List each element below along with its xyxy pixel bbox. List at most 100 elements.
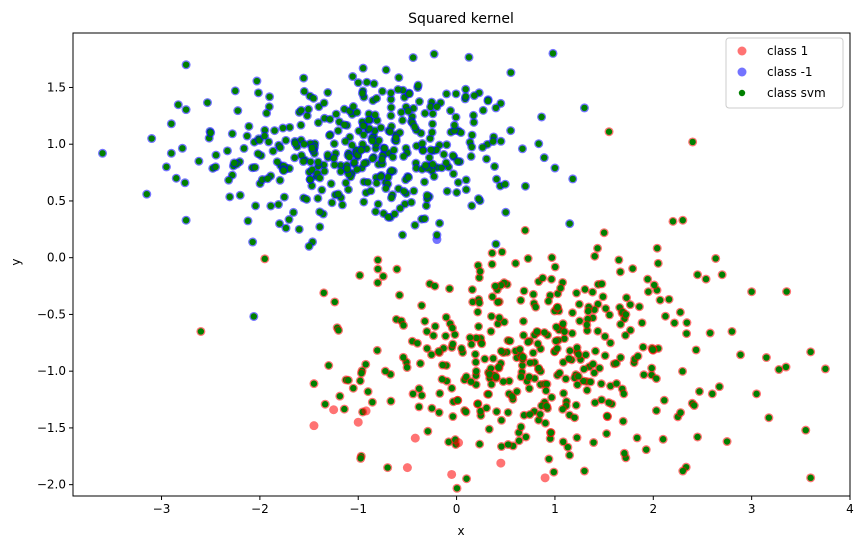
- point-class-1: [402, 463, 412, 473]
- x-tick-label: −3: [153, 502, 171, 516]
- point-class-svm: [712, 255, 719, 262]
- y-tick-label: −1.0: [37, 364, 66, 378]
- point-class-svm: [572, 402, 580, 409]
- point-class-svm: [492, 373, 500, 380]
- point-class-svm: [615, 256, 623, 264]
- point-class-svm: [358, 370, 365, 377]
- point-class-svm: [519, 353, 527, 361]
- point-class-svm: [495, 364, 502, 371]
- point-class-svm: [179, 145, 186, 152]
- point-class-svm: [374, 279, 381, 286]
- point-class-svm: [476, 274, 483, 281]
- point-class-svm: [308, 144, 316, 152]
- point-class-svm: [463, 186, 470, 193]
- point-class-svm: [636, 303, 643, 310]
- point-class-svm: [645, 288, 652, 295]
- point-class-svm: [341, 121, 348, 129]
- point-class-svm: [520, 287, 528, 295]
- point-class-svm: [484, 97, 492, 105]
- point-class-svm: [596, 364, 603, 372]
- point-class-svm: [346, 153, 353, 161]
- point-class-svm: [822, 365, 829, 373]
- point-class-svm: [337, 162, 344, 169]
- point-class-svm: [249, 238, 256, 246]
- point-class-svm: [662, 313, 669, 320]
- point-class-svm: [542, 419, 549, 427]
- point-class-svm: [515, 437, 523, 444]
- point-class-svm: [582, 351, 590, 358]
- point-class-svm: [507, 69, 515, 76]
- point-class-svm: [583, 387, 591, 394]
- point-class-svm: [602, 305, 609, 312]
- point-class-svm: [266, 93, 273, 100]
- point-class-svm: [377, 173, 385, 180]
- point-class-svm: [583, 321, 591, 329]
- point-class-svm: [296, 226, 303, 233]
- point-class-svm: [387, 104, 395, 111]
- point-class-svm: [348, 142, 356, 149]
- point-class-svm: [303, 196, 310, 203]
- point-class-svm: [399, 231, 406, 239]
- point-class-svm: [679, 368, 686, 375]
- point-class-svm: [465, 54, 473, 61]
- point-class-svm: [574, 381, 581, 388]
- point-class-svm: [405, 174, 412, 181]
- point-class-svm: [361, 160, 368, 167]
- point-class-svm: [429, 161, 436, 168]
- point-class-svm: [426, 135, 434, 142]
- point-class-svm: [470, 119, 478, 126]
- point-class-svm: [430, 50, 438, 58]
- point-class-svm: [365, 116, 372, 124]
- point-class-svm: [326, 132, 333, 139]
- point-class-svm: [261, 126, 269, 134]
- point-class-svm: [385, 214, 392, 221]
- point-class-svm: [452, 114, 460, 121]
- point-class-svm: [207, 129, 214, 137]
- point-class-svm: [344, 165, 351, 172]
- legend-marker: [737, 46, 747, 56]
- point-class-svm: [669, 218, 677, 225]
- point-class-svm: [374, 200, 382, 208]
- point-class-svm: [325, 362, 332, 369]
- x-tick-label: −2: [251, 502, 269, 516]
- point-class-svm: [522, 433, 530, 441]
- points-layer: [98, 48, 830, 493]
- legend-label: class 1: [767, 44, 808, 58]
- point-class-svm: [276, 177, 284, 184]
- point-class-svm: [492, 104, 500, 112]
- point-class-svm: [143, 190, 150, 198]
- point-class-svm: [424, 428, 432, 435]
- point-class-svm: [475, 323, 482, 330]
- point-class-svm: [359, 140, 366, 148]
- point-class-svm: [622, 311, 630, 318]
- point-class-svm: [556, 369, 563, 377]
- point-class-svm: [387, 397, 395, 405]
- point-class-svm: [490, 355, 497, 362]
- point-class-svm: [304, 112, 311, 119]
- point-class-svm: [384, 173, 392, 181]
- point-class-svm: [350, 384, 357, 392]
- point-class-svm: [342, 179, 350, 187]
- point-class-svm: [423, 345, 431, 352]
- point-class-svm: [244, 217, 252, 225]
- point-class-svm: [253, 77, 261, 85]
- point-class-svm: [535, 140, 542, 147]
- point-class-1: [496, 458, 506, 468]
- point-class-svm: [472, 351, 479, 358]
- point-class-svm: [619, 418, 627, 425]
- point-class-svm: [421, 178, 428, 186]
- y-tick-label: −0.5: [37, 307, 66, 321]
- point-class-svm: [534, 340, 542, 347]
- point-class-svm: [524, 338, 532, 346]
- point-class-svm: [562, 375, 570, 383]
- point-class-svm: [677, 409, 684, 416]
- point-class-svm: [305, 243, 313, 250]
- point-class-svm: [400, 354, 407, 361]
- point-class-svm: [605, 399, 612, 406]
- point-class-svm: [403, 364, 411, 371]
- point-class-svm: [519, 362, 526, 369]
- point-class-svm: [561, 335, 568, 342]
- point-class-svm: [418, 392, 425, 399]
- point-class-svm: [498, 443, 505, 450]
- point-class-svm: [251, 164, 259, 171]
